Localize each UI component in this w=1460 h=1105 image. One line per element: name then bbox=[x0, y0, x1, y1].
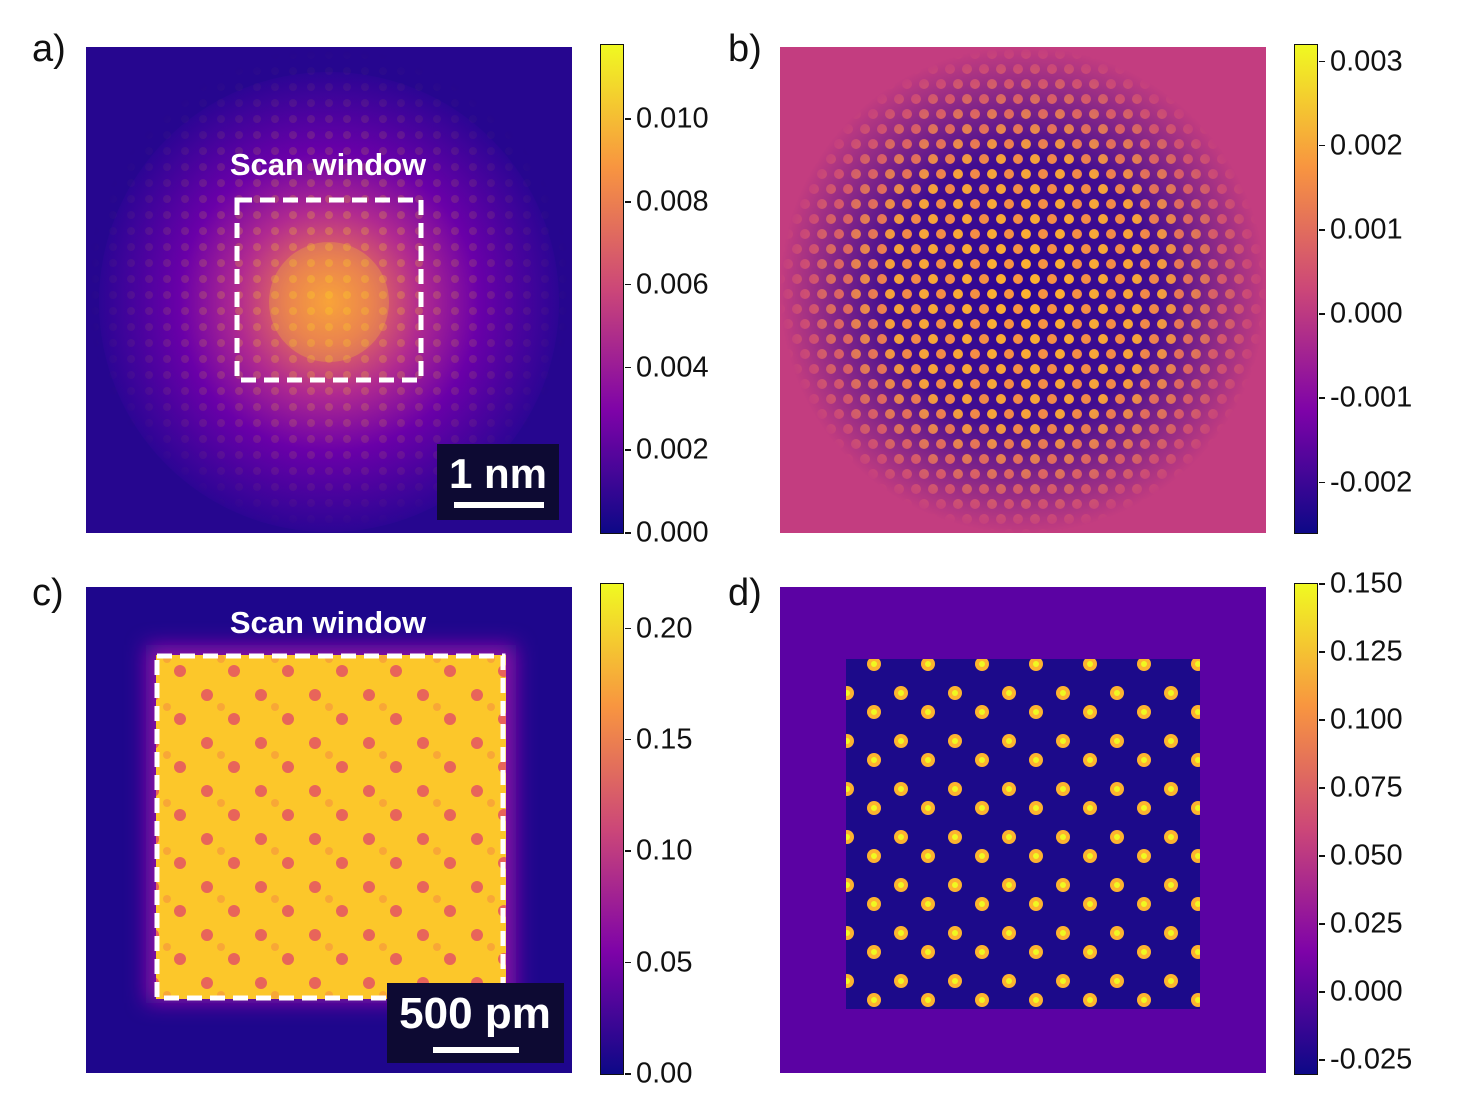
colorbar-c bbox=[600, 583, 631, 1075]
colorbar-tick-label: 0.10 bbox=[636, 834, 693, 867]
colorbar-tick bbox=[625, 201, 631, 203]
colorbar-tick bbox=[625, 366, 631, 369]
colorbar-tick-label: 0.00 bbox=[636, 1057, 693, 1090]
colorbar-tick-label: 0.100 bbox=[1330, 703, 1403, 736]
scale-bar-label-c: 500 pm bbox=[399, 989, 551, 1038]
colorbar-tick bbox=[1319, 923, 1325, 925]
colorbar-tick-label: 0.050 bbox=[1330, 839, 1403, 872]
colorbar-tick-label: 0.004 bbox=[636, 351, 709, 384]
colorbar-tick-label: 0.15 bbox=[636, 723, 693, 756]
colorbar-tick-label: 0.05 bbox=[636, 946, 693, 979]
colorbar-tick bbox=[1319, 313, 1325, 315]
scan-window-label-c: Scan window bbox=[229, 605, 427, 640]
colorbar-tick bbox=[1319, 855, 1325, 857]
colorbar-tick bbox=[625, 850, 631, 852]
colorbar-tick bbox=[625, 118, 631, 120]
colorbar-tick bbox=[625, 961, 631, 964]
colorbar-tick bbox=[1319, 719, 1325, 721]
colorbar-tick-label: 0.006 bbox=[636, 268, 709, 301]
scale-bar-label-a: 1 nm bbox=[448, 450, 548, 497]
colorbar-tick-label: 0.000 bbox=[1330, 975, 1403, 1008]
colorbar-tick bbox=[625, 283, 631, 286]
colorbar-tick-label: 0.003 bbox=[1330, 45, 1403, 78]
panel-label-a: a) bbox=[32, 28, 66, 70]
scan-window-label-a: Scan window bbox=[229, 147, 427, 182]
colorbar-tick bbox=[625, 532, 631, 534]
colorbar-d bbox=[1294, 583, 1325, 1075]
heatmap-d bbox=[780, 587, 1266, 1073]
colorbar-tick bbox=[1319, 787, 1325, 789]
colorbar-tick bbox=[1319, 991, 1325, 993]
colorbar-tick-label: 0.008 bbox=[636, 185, 709, 218]
colorbar-tick-label: 0.001 bbox=[1330, 213, 1403, 246]
panel-label-c: c) bbox=[32, 572, 64, 614]
colorbar-tick bbox=[625, 627, 631, 630]
colorbar-tick bbox=[1319, 651, 1325, 653]
colorbar-tick-label: 0.20 bbox=[636, 612, 693, 645]
colorbar-tick bbox=[625, 1073, 631, 1075]
colorbar-tick bbox=[1319, 144, 1325, 147]
heatmap-c: Scan window 500 pm bbox=[86, 587, 572, 1073]
colorbar-tick bbox=[1319, 397, 1325, 399]
scale-bar-box-a: 1 nm bbox=[437, 444, 559, 520]
colorbar-tick-label: 0.010 bbox=[636, 102, 709, 135]
scan-window-box-a bbox=[234, 197, 424, 383]
colorbar-tick-label: 0.000 bbox=[636, 516, 709, 549]
colorbar-tick-label: 0.075 bbox=[1330, 771, 1403, 804]
colorbar-tick bbox=[1319, 1059, 1325, 1061]
scale-bar-box-c: 500 pm bbox=[387, 983, 564, 1063]
heatmap-a: Scan window 1 nm bbox=[86, 47, 572, 533]
colorbar-tick-label: 0.150 bbox=[1330, 567, 1403, 600]
panel-label-b: b) bbox=[728, 28, 762, 70]
scale-bar-a bbox=[454, 502, 544, 508]
colorbar-tick-label: -0.002 bbox=[1330, 466, 1413, 499]
colorbar-tick bbox=[625, 449, 631, 451]
colorbar-tick bbox=[1319, 583, 1325, 585]
colorbar-tick-label: 0.002 bbox=[1330, 129, 1403, 162]
colorbar-tick-label: 0.002 bbox=[636, 433, 709, 466]
panel-label-d: d) bbox=[728, 572, 762, 614]
colorbar-tick bbox=[1319, 60, 1325, 63]
colorbar-tick-label: 0.000 bbox=[1330, 297, 1403, 330]
scale-bar-c bbox=[433, 1047, 519, 1053]
colorbar-tick bbox=[1319, 229, 1325, 231]
colorbar-tick-label: -0.001 bbox=[1330, 381, 1413, 414]
colorbar-tick-label: 0.025 bbox=[1330, 907, 1403, 940]
colorbar-b bbox=[1294, 44, 1325, 534]
scan-window-box-c bbox=[154, 653, 506, 1001]
colorbar-a bbox=[600, 44, 631, 534]
colorbar-tick bbox=[1319, 481, 1325, 484]
heatmap-b bbox=[780, 47, 1266, 533]
colorbar-tick-label: -0.025 bbox=[1330, 1043, 1413, 1076]
colorbar-tick-label: 0.125 bbox=[1330, 635, 1403, 668]
colorbar-tick bbox=[625, 738, 631, 741]
